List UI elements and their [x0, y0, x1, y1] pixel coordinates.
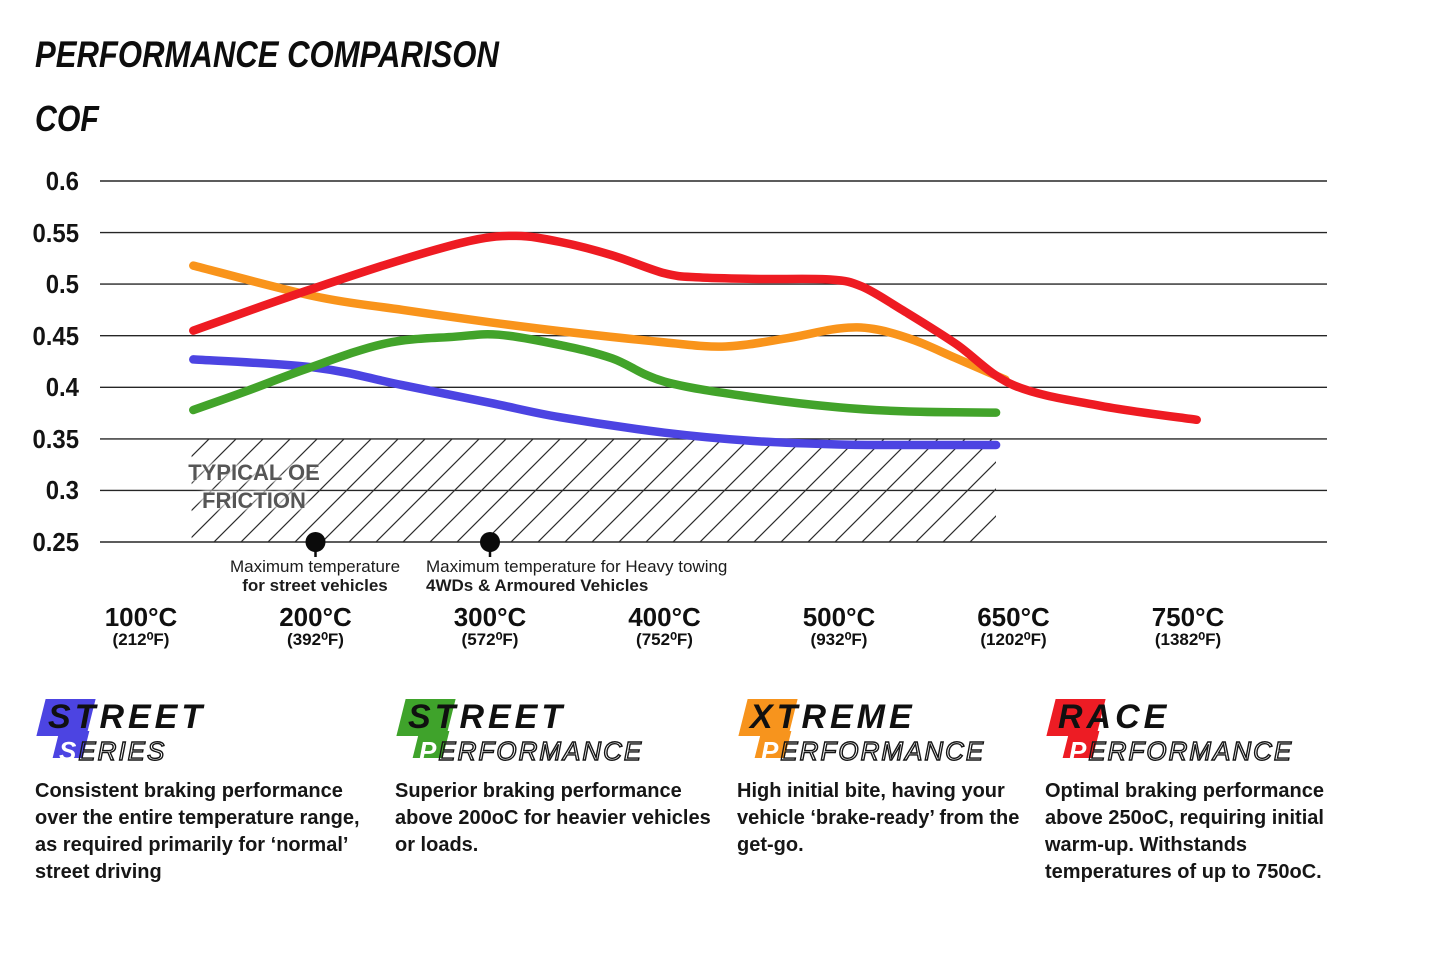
brand-logo-word1: STREET [48, 698, 207, 736]
chart-canvas [100, 180, 1327, 558]
brand-logo-word2: PERFORMANCE [761, 735, 986, 766]
series-line-race-performance [189, 231, 1201, 425]
brand-description: Consistent braking performance over the … [35, 780, 360, 883]
brand-logo-word1: RACE [1058, 698, 1171, 736]
brand-logo-word2: SERIES [59, 735, 167, 766]
brand-logo-word1: STREET [408, 698, 567, 736]
marker-dot [480, 532, 500, 553]
brand-logo: STREET SERIES [35, 695, 367, 771]
brand-logo: XTREME PERFORMANCE [737, 695, 1037, 771]
brand-description: Optimal braking performance above 250oC,… [1045, 780, 1324, 883]
page-title: PERFORMANCE COMPARISON [35, 34, 499, 75]
brand-card-race-performance: RACE PERFORMANCE Optimal braking perform… [1045, 695, 1377, 886]
brand-description: High initial bite, having your vehicle ‘… [737, 780, 1020, 856]
series-line-xtreme-performance [189, 261, 1010, 384]
brand-card-xtreme-performance: XTREME PERFORMANCE High initial bite, ha… [737, 695, 1037, 859]
marker-dot [305, 532, 326, 553]
y-axis-title: COF [35, 98, 99, 139]
brand-card-street-performance: STREET PERFORMANCE Superior braking perf… [395, 695, 720, 859]
brand-logo-word2: PERFORMANCE [1069, 735, 1294, 766]
brand-description: Superior braking performance above 200oC… [395, 780, 711, 856]
series-line-street-series [189, 355, 1001, 450]
brand-logo-word2: PERFORMANCE [419, 735, 644, 766]
brand-logo-word1: XTREME [750, 698, 916, 736]
series-line-street-performance [189, 329, 1001, 417]
brand-card-street-series: STREET SERIES Consistent braking perform… [35, 695, 367, 886]
brand-logo: RACE PERFORMANCE [1045, 695, 1377, 771]
brand-logo: STREET PERFORMANCE [395, 695, 720, 771]
oe-friction-region [191, 438, 997, 542]
